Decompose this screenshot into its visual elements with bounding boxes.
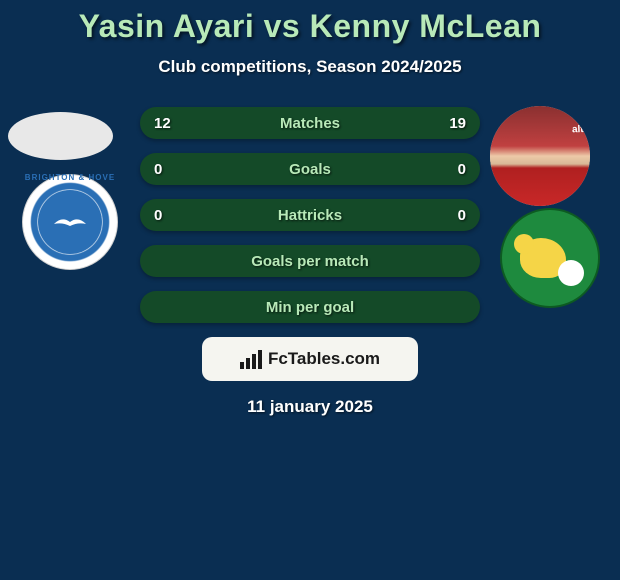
stat-row-min-per-goal: Min per goal — [140, 291, 480, 323]
stat-left-value: 0 — [154, 161, 178, 178]
stat-label: Matches — [140, 115, 480, 132]
comparison-card: Yasin Ayari vs Kenny McLean Club competi… — [0, 0, 620, 417]
stat-label: Min per goal — [140, 299, 480, 316]
attribution-badge: FcTables.com — [202, 337, 418, 381]
subtitle: Club competitions, Season 2024/2025 — [0, 57, 620, 77]
stat-right-value: 0 — [442, 207, 466, 224]
stat-row-goals: 0 Goals 0 — [140, 153, 480, 185]
stat-right-value: 0 — [442, 161, 466, 178]
stat-label: Hattricks — [140, 207, 480, 224]
date-label: 11 january 2025 — [0, 397, 620, 417]
stat-right-value: 19 — [442, 115, 466, 132]
stat-left-value: 12 — [154, 115, 178, 132]
bar-chart-icon — [240, 349, 262, 369]
stat-row-goals-per-match: Goals per match — [140, 245, 480, 277]
stat-row-matches: 12 Matches 19 — [140, 107, 480, 139]
stat-label: Goals — [140, 161, 480, 178]
stat-row-hattricks: 0 Hattricks 0 — [140, 199, 480, 231]
stat-label: Goals per match — [140, 253, 480, 270]
stat-rows: 12 Matches 19 0 Goals 0 0 Hattricks 0 Go… — [140, 107, 480, 323]
attribution-text: FcTables.com — [268, 349, 380, 369]
page-title: Yasin Ayari vs Kenny McLean — [0, 8, 620, 45]
stat-left-value: 0 — [154, 207, 178, 224]
